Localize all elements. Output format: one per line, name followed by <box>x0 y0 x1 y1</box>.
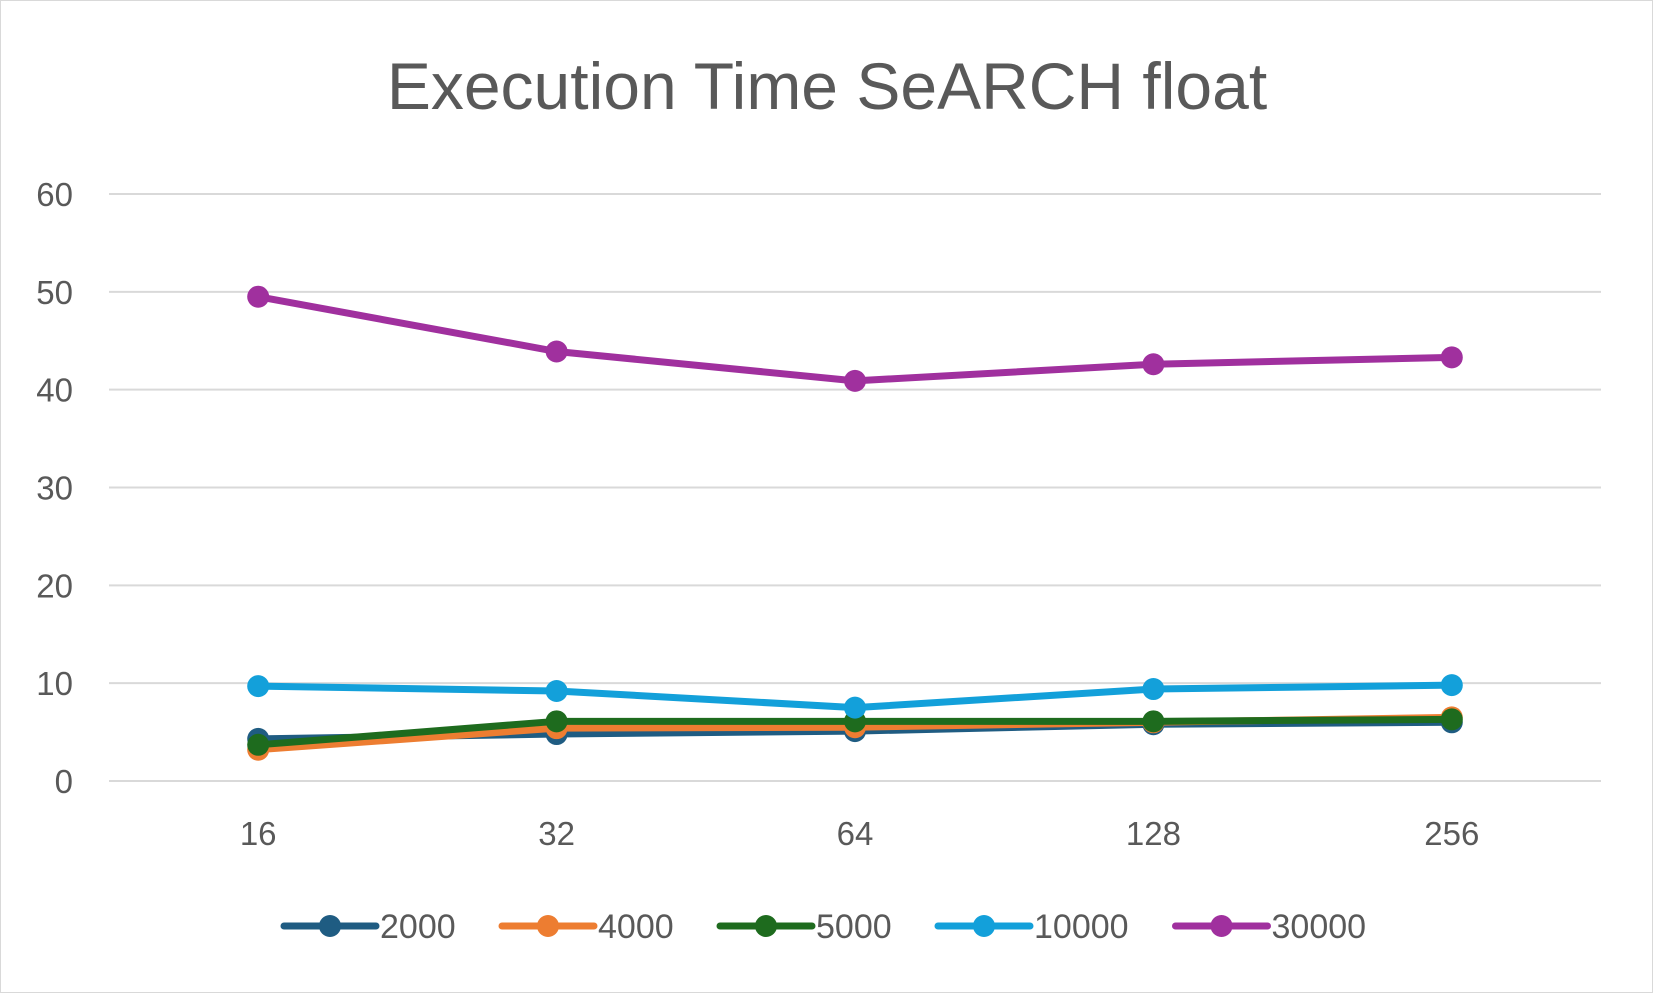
x-tick-label: 256 <box>1424 815 1479 852</box>
legend-swatch-marker <box>319 915 341 937</box>
data-point <box>1440 708 1463 731</box>
y-tick-label: 30 <box>36 470 73 507</box>
legend-item-30000: 30000 <box>1172 908 1367 946</box>
data-point <box>1440 346 1463 369</box>
legend-item-5000: 5000 <box>716 908 892 946</box>
legend-label: 30000 <box>1272 908 1367 946</box>
y-tick-label: 60 <box>36 176 73 213</box>
gridlines <box>109 193 1601 782</box>
series-10000 <box>247 674 1463 719</box>
y-tick-label: 0 <box>55 763 73 800</box>
legend-item-10000: 10000 <box>934 908 1129 946</box>
legend-label: 4000 <box>598 908 674 946</box>
series-lines <box>247 285 1463 761</box>
legend-swatch-marker <box>755 915 777 937</box>
x-tick-label: 128 <box>1126 815 1181 852</box>
legend-label: 10000 <box>1034 908 1129 946</box>
data-point <box>247 675 270 698</box>
legend-swatch-marker <box>973 915 995 937</box>
legend-label: 5000 <box>816 908 892 946</box>
y-tick-label: 20 <box>36 567 73 604</box>
y-tick-label: 40 <box>36 372 73 409</box>
data-point <box>545 710 568 733</box>
x-axis-tick-labels: 16 32 64 128 256 <box>240 815 1479 852</box>
data-point <box>247 733 270 756</box>
legend-swatch-marker <box>1210 915 1233 937</box>
x-tick-label: 64 <box>837 815 874 852</box>
y-tick-label: 50 <box>36 274 73 311</box>
legend-item-2000: 2000 <box>280 908 456 946</box>
data-point <box>1142 710 1165 733</box>
y-tick-label: 10 <box>36 665 73 702</box>
x-tick-label: 32 <box>538 815 575 852</box>
legend-item-4000: 4000 <box>498 908 674 946</box>
data-point <box>545 340 568 363</box>
y-axis-tick-labels: 0 10 20 30 40 50 60 <box>36 176 73 800</box>
data-point <box>1142 678 1165 701</box>
data-point <box>844 369 866 392</box>
series-30000 <box>247 285 1463 392</box>
legend-swatch-marker <box>537 915 559 937</box>
x-tick-label: 16 <box>240 815 277 852</box>
data-point <box>247 285 270 308</box>
data-point <box>1440 674 1463 697</box>
legend-label: 2000 <box>380 908 456 946</box>
data-point <box>1142 353 1165 376</box>
data-point <box>545 679 568 702</box>
legend: 2000 4000 5000 10000 30000 <box>280 908 1367 946</box>
data-point <box>844 696 866 719</box>
chart-title: Execution Time SeARCH float <box>387 49 1267 123</box>
series-line <box>254 293 1456 385</box>
